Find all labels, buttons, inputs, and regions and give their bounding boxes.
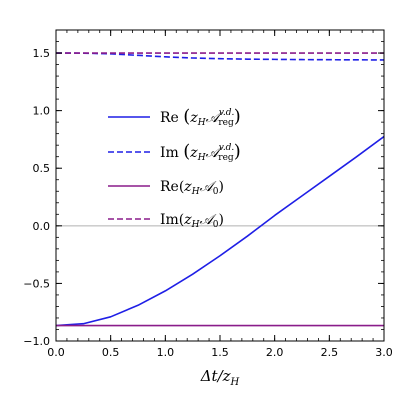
legend-label-im-vd: Im (zH𝒜v.d. reg) — [160, 141, 241, 163]
x-tick-label: 1.5 — [211, 346, 229, 359]
y-tick-label: −1.0 — [23, 335, 50, 348]
legend: Re (zH𝒜v.d. reg) Im (zH𝒜v.d. reg) Re(zH𝒜0)… — [108, 106, 241, 230]
series-im-vd-line — [55, 52, 385, 61]
legend-label-im-a0: Im(zH𝒜0) — [160, 212, 224, 230]
series-layer — [55, 52, 385, 327]
x-tick-label: 2.5 — [321, 346, 339, 359]
legend-label-re-a0: Re(zH𝒜0) — [160, 179, 224, 197]
x-tick-label: 0.0 — [47, 346, 65, 359]
y-tick-label: 1.5 — [33, 47, 51, 60]
ticks-layer: 0.0 0.5 1.0 1.5 2.0 2.5 3.0 −1.0 −0.5 0.0 0.5 1.0 1.… — [23, 29, 393, 359]
y-tick-label: 0.5 — [33, 162, 51, 175]
series-re-vd-line — [55, 135, 385, 327]
legend-label-re-vd: Re (zH𝒜v.d. reg) — [160, 106, 241, 128]
x-tick-label: 0.5 — [102, 346, 120, 359]
y-tick-label: 1.0 — [33, 105, 51, 118]
x-tick-label: 3.0 — [375, 346, 393, 359]
x-tick-label: 1.0 — [157, 346, 175, 359]
y-tick-label: −0.5 — [23, 277, 50, 290]
x-tick-label: 2.0 — [266, 346, 284, 359]
y-tick-label: 0.0 — [33, 220, 51, 233]
x-axis-label: Δt/zH — [200, 367, 240, 388]
